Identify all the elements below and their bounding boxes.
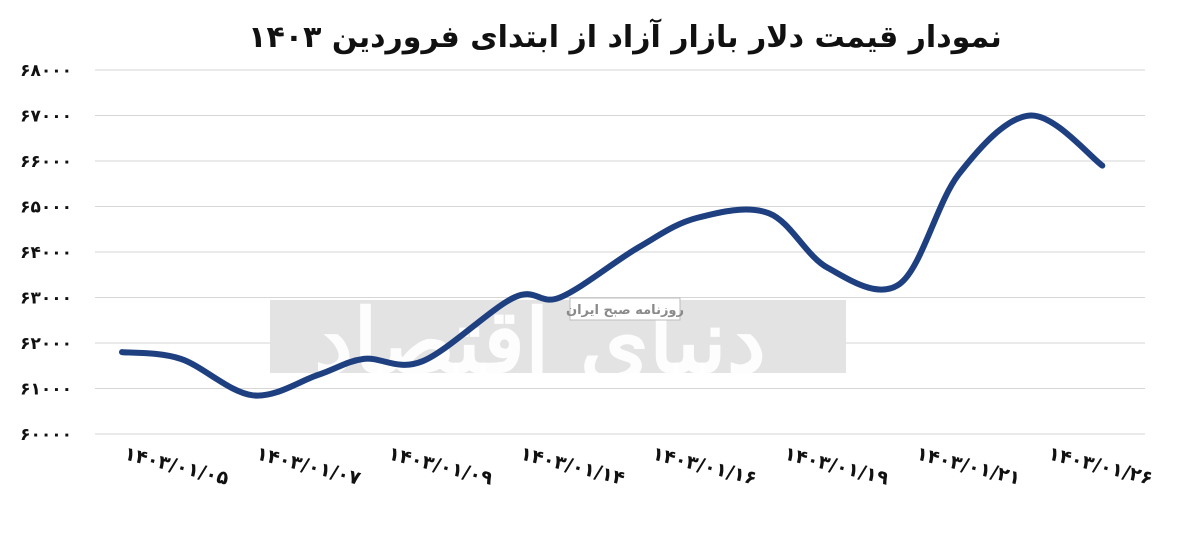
y-tick-label: ۶۵۰۰۰ (20, 198, 72, 218)
x-axis-ticks: ۱۴۰۳/۰۱/۰۵ ۱۴۰۳/۰۱/۰۷ ۱۴۰۳/۰۱/۰۹ ۱۴۰۳/۰۱/۱۴… (122, 443, 1155, 490)
series-line (119, 112, 1106, 399)
x-tick-label: ۱۴۰۳/۰۱/۱۶ (650, 443, 759, 490)
y-tick-label: ۶۳۰۰۰ (20, 289, 72, 309)
x-tick-label: ۱۴۰۳/۰۱/۰۵ (122, 443, 231, 490)
y-tick-label: ۶۶۰۰۰ (20, 152, 72, 172)
y-tick-label: ۶۸۰۰۰ (20, 61, 72, 81)
y-tick-label: ۶۰۰۰۰ (20, 425, 72, 445)
x-tick-label: ۱۴۰۳/۰۱/۲۶ (1046, 443, 1155, 490)
y-tick-label: ۶۱۰۰۰ (20, 380, 72, 400)
x-tick-label: ۱۴۰۳/۰۱/۱۹ (782, 443, 891, 490)
y-tick-label: ۶۲۰۰۰ (20, 334, 72, 354)
chart-title: نمودار قیمت دلار بازار آزاد از ابتدای فر… (248, 18, 1002, 55)
watermark: دنیای اقتصاد روزنامه صبح ایران (270, 289, 846, 393)
x-tick-label: ۱۴۰۳/۰۱/۱۴ (518, 443, 627, 490)
x-tick-label: ۱۴۰۳/۰۱/۲۱ (914, 443, 1023, 490)
watermark-subtitle: روزنامه صبح ایران (566, 303, 684, 318)
x-tick-label: ۱۴۰۳/۰۱/۰۹ (386, 443, 495, 490)
watermark-subtitle-box (569, 297, 681, 321)
y-axis-ticks: ۶۰۰۰۰ ۶۱۰۰۰ ۶۲۰۰۰ ۶۳۰۰۰ ۶۴۰۰۰ ۶۵۰۰۰ ۶۶۰۰۰ ۶۷۰۰۰… (20, 61, 72, 445)
x-tick-label: ۱۴۰۳/۰۱/۰۷ (254, 443, 363, 490)
y-tick-label: ۶۷۰۰۰ (20, 107, 72, 127)
watermark-brand-text: دنیای اقتصاد (314, 289, 766, 393)
y-tick-label: ۶۴۰۰۰ (20, 243, 72, 263)
